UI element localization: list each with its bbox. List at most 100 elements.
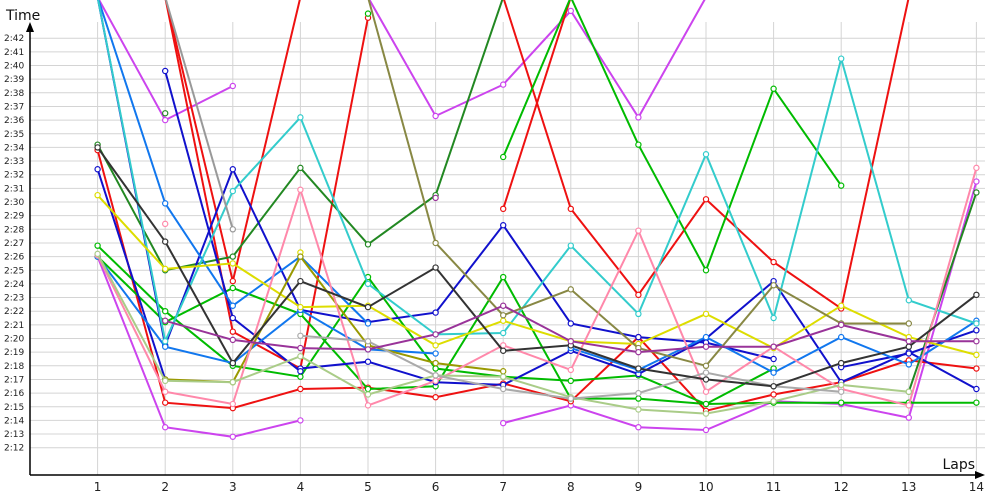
x-tick-label: 3: [229, 480, 237, 494]
data-point: [567, 286, 575, 293]
data-point: [500, 81, 507, 88]
data-point: [432, 239, 439, 247]
x-tick-label: 8: [567, 480, 575, 494]
data-point: [905, 338, 913, 345]
x-axis-arrow-icon: [975, 471, 985, 479]
data-point: [770, 398, 777, 405]
series-11: [364, 10, 372, 17]
data-point: [905, 343, 913, 350]
data-point: [364, 391, 372, 398]
data-point: [229, 82, 236, 90]
data-point: [838, 182, 845, 189]
data-point: [94, 250, 101, 258]
data-point: [161, 317, 169, 324]
y-tick-label: 2:39: [4, 75, 24, 85]
data-point: [161, 67, 169, 75]
data-point: [229, 336, 236, 344]
series-19: [161, 67, 304, 375]
data-point: [364, 338, 372, 345]
data-point: [635, 310, 642, 318]
data-point: [297, 277, 304, 285]
data-point: [161, 388, 169, 395]
data-point: [297, 368, 304, 375]
series-line: [96, 167, 978, 407]
data-point: [973, 291, 980, 299]
data-point: [297, 164, 304, 172]
data-point: [432, 377, 439, 385]
data-point: [161, 424, 169, 431]
series-line: [907, 192, 978, 393]
data-point: [500, 329, 507, 337]
y-tick-label: 2:16: [4, 389, 24, 399]
data-point: [297, 417, 304, 424]
x-tick-label: 2: [161, 480, 169, 494]
data-point: [229, 359, 236, 367]
data-point: [229, 302, 236, 309]
series-9: [164, 0, 301, 285]
data-point: [635, 424, 642, 431]
x-tick-label: 11: [766, 480, 781, 494]
y-tick-label: 2:13: [4, 430, 24, 440]
data-point: [432, 393, 439, 401]
data-point: [229, 433, 236, 440]
data-point: [838, 333, 845, 341]
data-point: [432, 372, 439, 379]
x-tick-label: 6: [432, 480, 440, 494]
series-line: [96, 168, 167, 380]
data-point: [161, 308, 169, 315]
data-point: [94, 191, 101, 199]
series-30: [161, 220, 169, 228]
data-point: [702, 400, 710, 408]
x-tick-label: 10: [698, 480, 713, 494]
data-point: [905, 414, 913, 421]
data-point: [161, 265, 169, 273]
x-tick-label: 12: [834, 480, 849, 494]
data-point: [838, 55, 845, 62]
data-point: [635, 365, 642, 372]
data-point: [702, 333, 710, 341]
y-tick-label: 2:15: [4, 403, 24, 413]
data-point: [973, 327, 980, 334]
data-point: [161, 200, 169, 207]
data-point: [905, 297, 913, 304]
data-point: [161, 110, 169, 117]
series-3: [368, 0, 706, 121]
y-tick-label: 2:28: [4, 225, 24, 235]
data-point: [635, 141, 642, 148]
data-point: [432, 342, 439, 349]
data-point: [94, 144, 101, 151]
series-line: [96, 146, 978, 388]
data-point: [838, 388, 845, 395]
data-point: [770, 369, 777, 376]
data-point: [500, 373, 507, 380]
data-point: [635, 395, 642, 402]
data-point: [770, 314, 777, 322]
plot-area: [94, 0, 980, 440]
data-point: [973, 189, 980, 196]
data-point: [635, 114, 642, 121]
data-point: [973, 351, 980, 359]
series-36: [432, 194, 439, 202]
data-point: [838, 359, 845, 367]
data-point: [567, 338, 575, 345]
data-point: [702, 310, 710, 318]
data-point: [229, 166, 236, 173]
series-8: [500, 0, 571, 213]
data-point: [635, 291, 642, 299]
data-point: [364, 358, 372, 365]
series-15: [161, 110, 169, 117]
data-point: [702, 267, 710, 274]
data-point: [770, 383, 777, 390]
data-point: [635, 389, 642, 397]
series-line: [96, 255, 436, 365]
x-tick-label: 1: [94, 480, 102, 494]
y-tick-label: 2:41: [4, 48, 24, 58]
data-point: [635, 348, 642, 356]
data-point: [229, 378, 236, 386]
data-point: [161, 220, 169, 228]
series-33: [164, 0, 236, 233]
series-14: [94, 0, 504, 274]
series-line: [368, 0, 706, 120]
series-34: [94, 144, 980, 390]
